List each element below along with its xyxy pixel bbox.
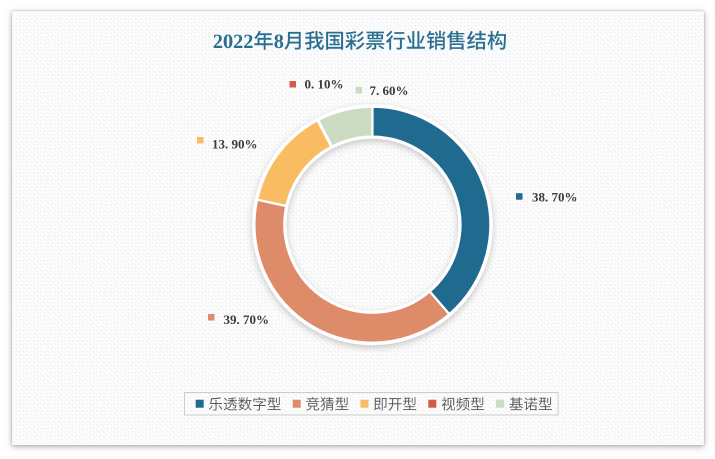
svg-text:13. 90%: 13. 90% (212, 136, 258, 151)
svg-text:39. 70%: 39. 70% (224, 312, 270, 327)
svg-text:38. 70%: 38. 70% (532, 190, 578, 205)
svg-text:0. 10%: 0. 10% (305, 76, 344, 91)
svg-text:7. 60%: 7. 60% (370, 83, 409, 98)
